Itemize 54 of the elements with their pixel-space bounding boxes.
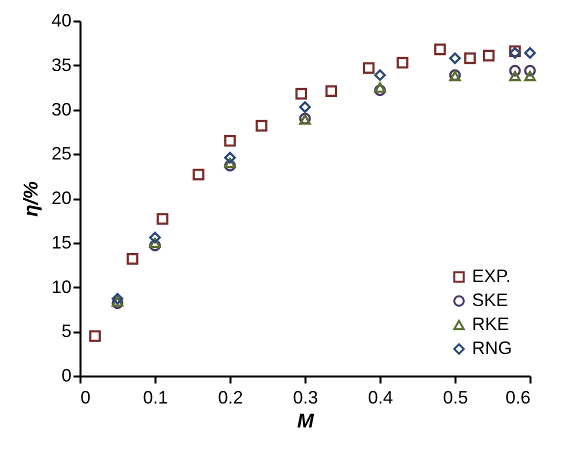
point (396, 56, 408, 69)
point (224, 160, 236, 172)
x-tick-label: 0.2 (218, 388, 244, 408)
point (362, 62, 375, 74)
point (89, 330, 101, 342)
legend-label: RKE (472, 314, 510, 334)
x-tick-label: 0.1 (142, 388, 168, 408)
point (374, 69, 386, 81)
point (524, 47, 536, 59)
point (112, 296, 124, 307)
point (256, 120, 268, 132)
point (374, 84, 386, 96)
x-tick-label: 0.3 (292, 388, 318, 408)
point (509, 70, 521, 82)
legend-label: EXP. (472, 266, 511, 286)
point (295, 88, 308, 100)
point (374, 82, 386, 93)
point (482, 50, 495, 62)
point (509, 64, 521, 77)
y-tick-label: 35 (51, 54, 72, 75)
point (224, 158, 236, 168)
point (224, 134, 236, 147)
y-tick-label: 20 (51, 188, 72, 208)
y-tick-label: 0 (61, 366, 72, 386)
y-tick-label: 5 (61, 321, 72, 342)
point (112, 297, 124, 310)
point (524, 64, 536, 77)
y-tick-label: 15 (51, 232, 72, 252)
point (112, 292, 124, 305)
point (464, 52, 476, 64)
x-tick-label: 0.5 (442, 388, 468, 408)
y-tick-label: 25 (51, 144, 72, 164)
point (149, 240, 161, 252)
x-tick-label: 0.6 (505, 388, 530, 408)
point (299, 101, 311, 113)
y-axis-title: η/% (20, 181, 42, 217)
y-tick-label: 40 (51, 10, 72, 30)
point (192, 168, 204, 180)
x-axis-title: M (297, 410, 316, 432)
point (325, 85, 338, 97)
point (524, 70, 536, 82)
point (156, 213, 168, 225)
legend-label: RNG (472, 338, 512, 358)
legend-label: SKE (472, 290, 508, 310)
point (126, 253, 138, 265)
point (434, 44, 446, 56)
x-tick-label: 0.4 (368, 388, 394, 408)
point (449, 52, 461, 64)
y-tick-label: 10 (51, 276, 72, 297)
x-tick-label: 0 (80, 388, 91, 408)
y-tick-label: 30 (51, 99, 72, 120)
point (149, 238, 161, 248)
point (149, 232, 161, 244)
point (224, 152, 236, 164)
